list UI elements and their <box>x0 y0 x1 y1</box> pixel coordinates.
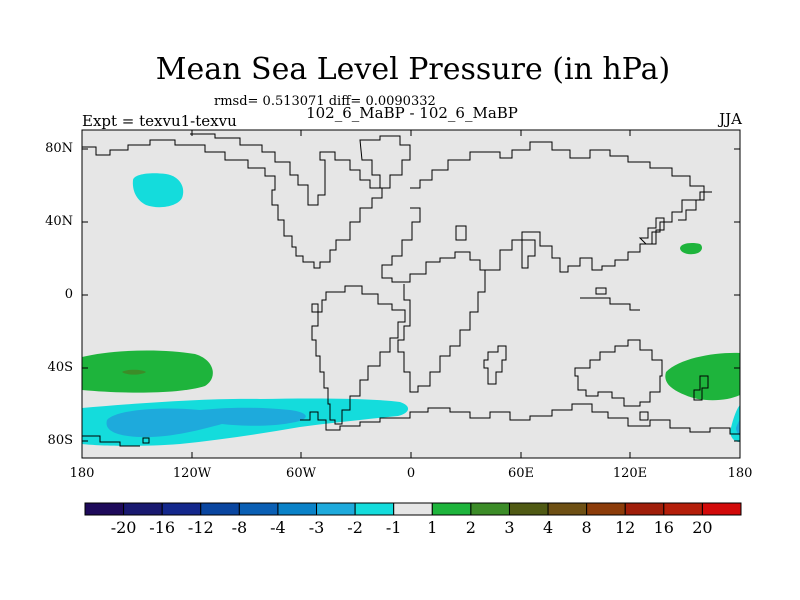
coast-antarctica <box>82 403 740 447</box>
x-tick-label: 120E <box>612 466 648 481</box>
coast-greenland <box>359 135 411 189</box>
coast-australia <box>574 339 663 407</box>
x-tick-label: 60E <box>507 466 535 481</box>
southern-ocean-negative-core-fill <box>106 407 306 438</box>
colorbar-label: -20 <box>110 518 137 537</box>
colorbar-label: 16 <box>653 518 674 537</box>
coast-caspian <box>455 225 467 241</box>
coast-tasmania <box>639 411 649 421</box>
x-tick-label: 180 <box>727 466 753 481</box>
experiment-label: Expt = texvu1-texvu <box>82 112 237 130</box>
x-tick-label: 120W <box>172 466 212 481</box>
north-pacific-negative-fill <box>132 173 184 208</box>
colorbar-swatch <box>238 502 279 516</box>
contour-fills <box>82 173 740 446</box>
colorbar-swatch <box>663 502 703 516</box>
colorbar-swatch <box>470 502 510 516</box>
colorbar <box>84 502 742 516</box>
y-tick-label: 0 <box>64 287 73 302</box>
colorbar-label: 8 <box>581 518 592 537</box>
colorbar-label: 3 <box>504 518 515 537</box>
y-tick-label: 80N <box>45 141 73 156</box>
colorbar-label: 4 <box>543 518 554 537</box>
season-label: JJA <box>719 110 742 128</box>
colorbar-swatch <box>84 502 125 516</box>
x-tick-label: 0 <box>406 466 416 481</box>
coast-madagascar <box>483 345 507 385</box>
coast-new-zealand <box>693 375 709 401</box>
colorbar-swatch <box>586 502 626 516</box>
colorbar-swatch <box>354 502 395 516</box>
colorbar-label: -1 <box>385 518 402 537</box>
coast-indonesia <box>580 287 640 311</box>
colorbar-swatch <box>431 502 472 516</box>
colorbar-label: -3 <box>308 518 325 537</box>
east-edge-negative-core-fill <box>736 418 740 436</box>
coast-galapagos <box>311 303 319 313</box>
coast-asia <box>485 191 712 273</box>
coast-south-america <box>311 285 406 425</box>
colorbar-label: 12 <box>615 518 636 537</box>
x-tick-marks <box>191 130 631 458</box>
x-tick-label: 60W <box>286 466 316 481</box>
coast-europe-africa <box>381 141 705 393</box>
south-indian-positive-fill <box>665 352 740 401</box>
colorbar-label: -2 <box>347 518 363 537</box>
coast-small-island <box>142 437 150 444</box>
y-tick-label: 40N <box>45 214 73 229</box>
coastlines <box>82 133 740 447</box>
coast-japan <box>638 217 665 245</box>
y-tick-label: 40S <box>47 360 73 375</box>
coast-india <box>521 239 536 269</box>
colorbar-swatch <box>701 502 742 516</box>
y-tick-label: 80S <box>47 433 73 448</box>
colorbar-swatch <box>161 502 202 516</box>
colorbar-label: 1 <box>427 518 438 537</box>
colorbar-label: -8 <box>231 518 248 537</box>
colorbar-swatch <box>277 502 318 516</box>
period-label: 102_6_MaBP - 102_6_MaBP <box>306 104 518 122</box>
colorbar-label: -12 <box>187 518 214 537</box>
colorbar-swatch <box>200 502 240 516</box>
colorbar-label: 2 <box>465 518 476 537</box>
colorbar-swatch <box>508 502 549 516</box>
plot-title: Mean Sea Level Pressure (in hPa) <box>155 52 671 87</box>
south-pacific-positive-fill <box>82 350 213 393</box>
south-pacific-positive-core-fill <box>122 369 146 375</box>
y-tick-marks <box>82 148 740 442</box>
colorbar-label: -4 <box>270 518 286 537</box>
north-pacific-east-positive-fill <box>680 243 702 255</box>
colorbar-label: -16 <box>149 518 176 537</box>
coast-north-america <box>82 133 383 269</box>
colorbar-swatch <box>547 502 588 516</box>
colorbar-swatch <box>123 502 163 516</box>
colorbar-swatch <box>316 502 356 516</box>
colorbar-swatch <box>393 502 433 516</box>
rmsd-diff-stats: rmsd= 0.513071 diff= 0.0090332 <box>214 94 436 109</box>
x-tick-label: 180 <box>69 466 95 481</box>
colorbar-swatch <box>624 502 665 516</box>
colorbar-label: 20 <box>692 518 713 537</box>
